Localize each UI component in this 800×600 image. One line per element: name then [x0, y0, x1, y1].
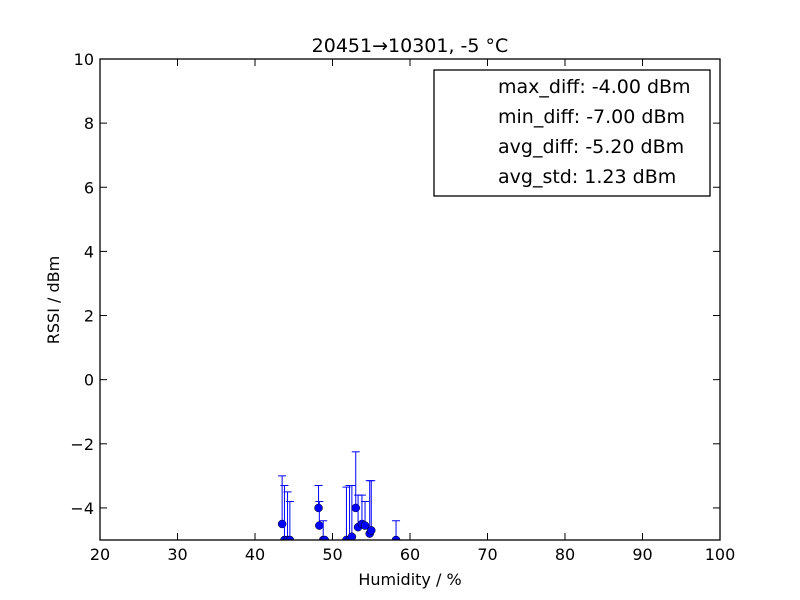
- legend-entry: min_diff: -7.00 dBm: [498, 106, 685, 128]
- data-point: [315, 521, 324, 530]
- x-tick-label: 60: [400, 545, 420, 564]
- x-tick-label: 90: [632, 545, 652, 564]
- data-point: [347, 532, 357, 540]
- x-tick-label: 100: [705, 545, 736, 564]
- data-series: [277, 451, 401, 540]
- y-tick-label: 6: [84, 178, 94, 197]
- legend: max_diff: -4.00 dBm min_diff: -7.00 dBm av…: [433, 69, 711, 197]
- x-axis-label: Humidity / %: [358, 570, 461, 589]
- legend-entry: avg_std: 1.23 dBm: [498, 166, 676, 188]
- legend-entry: max_diff: -4.00 dBm: [498, 76, 691, 98]
- chart-title: 20451→10301, -5 °C: [312, 35, 509, 57]
- y-tick-label: 2: [84, 307, 94, 326]
- x-tick-label: 20: [90, 545, 110, 564]
- y-tick-label: −2: [70, 435, 94, 454]
- y-tick-label: 0: [84, 371, 94, 390]
- data-point: [320, 535, 329, 540]
- x-tick-label: 80: [555, 545, 575, 564]
- data-point: [367, 526, 376, 535]
- x-tick-label: 50: [322, 545, 342, 564]
- data-point: [285, 535, 295, 540]
- plot-area: 20 30 40 50 60 70 80 90 100 −4 −2 0 2 4 6 8 10: [70, 50, 735, 564]
- data-point: [391, 535, 401, 540]
- legend-entry: avg_diff: -5.20 dBm: [498, 136, 684, 158]
- x-tick-label: 30: [167, 545, 187, 564]
- legend-box: [433, 69, 711, 197]
- y-tick-label: 8: [84, 114, 94, 133]
- data-point: [314, 503, 323, 513]
- y-tick-label: 10: [74, 50, 94, 69]
- x-tick-label: 40: [245, 545, 265, 564]
- data-point: [360, 521, 370, 530]
- y-axis-label: RSSI / dBm: [44, 256, 63, 344]
- x-tick-label: 70: [477, 545, 497, 564]
- y-tick-label: 4: [84, 242, 94, 261]
- y-tick-label: −4: [70, 499, 94, 518]
